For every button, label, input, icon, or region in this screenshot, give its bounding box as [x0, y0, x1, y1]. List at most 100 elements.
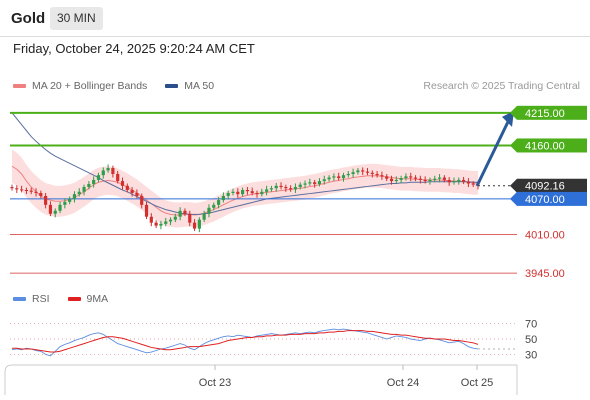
- candle-body: [332, 176, 336, 178]
- legend-swatch-9ma: [67, 297, 81, 301]
- candle-body: [159, 223, 163, 226]
- level-label-4070.00: 4070.00: [525, 194, 565, 206]
- candle-body: [255, 192, 259, 195]
- price-legend: MA 20 + Bollinger Bands MA 50: [13, 80, 232, 92]
- candle-body: [130, 190, 134, 193]
- candle-body: [125, 185, 129, 190]
- rsi-axis-label-30: 30: [525, 349, 537, 361]
- candle-body: [188, 213, 192, 223]
- candle-body: [202, 213, 206, 220]
- candle-body: [87, 184, 91, 188]
- candle-body: [101, 170, 105, 176]
- legend-label-9ma: 9MA: [86, 293, 109, 305]
- candle-body: [461, 179, 466, 182]
- candle-body: [284, 187, 288, 189]
- level-badge-pointer: [510, 105, 517, 120]
- candle-body: [466, 181, 470, 184]
- candle-body: [274, 185, 278, 189]
- candle-body: [216, 200, 221, 205]
- candle-body: [111, 168, 115, 174]
- candle-body: [82, 187, 86, 192]
- candle-body: [433, 178, 437, 180]
- candle-body: [192, 222, 197, 229]
- level-badge-4215.00: [517, 105, 587, 120]
- candle-body: [77, 191, 81, 195]
- legend-label-ma50: MA 50: [184, 80, 215, 92]
- candle-body: [20, 189, 24, 191]
- candle-body: [452, 181, 456, 183]
- rsi-legend: RSI 9MA: [13, 293, 126, 305]
- rsi-axis-label-70: 70: [525, 319, 537, 331]
- candle-body: [44, 195, 48, 205]
- level-label-3945.00: 3945.00: [525, 268, 565, 280]
- candle-body: [346, 173, 350, 176]
- candle-body: [168, 219, 173, 222]
- rsi-line: [11, 328, 479, 357]
- level-label-4160.00: 4160.00: [525, 140, 565, 152]
- candle-body: [423, 179, 427, 182]
- level-label-4215.00: 4215.00: [525, 108, 565, 120]
- candle-body: [361, 170, 365, 172]
- candle-body: [250, 191, 254, 193]
- candle-body: [313, 182, 317, 185]
- candle-body: [245, 190, 250, 192]
- candle-body: [240, 190, 245, 195]
- candle-body: [418, 178, 422, 180]
- timeframe-selector[interactable]: 30 MIN: [50, 7, 103, 30]
- candle-body: [183, 210, 187, 214]
- candle-body: [356, 170, 360, 173]
- candle-body: [404, 176, 408, 179]
- candle-body: [413, 177, 418, 179]
- candle-body: [437, 177, 442, 179]
- candle-body: [120, 181, 125, 186]
- candle-body: [375, 173, 379, 176]
- forecast-arrow-head: [502, 110, 514, 127]
- candle-body: [197, 219, 201, 229]
- level-badge-pointer: [510, 191, 517, 206]
- ma50-line: [11, 112, 478, 215]
- level-badge-4092.16: [517, 178, 587, 193]
- candle-body: [308, 182, 312, 184]
- candle-body: [457, 179, 461, 182]
- level-badge-pointer: [510, 178, 517, 193]
- candle-body: [92, 179, 96, 185]
- copyright-credit: Research © 2025 Trading Central: [423, 80, 580, 92]
- instrument-symbol: Gold: [11, 10, 46, 27]
- legend-label-rsi: RSI: [32, 293, 50, 305]
- candle-body: [135, 192, 139, 196]
- candle-body: [24, 190, 29, 191]
- x-axis-label-oct-24: Oct 24: [387, 377, 419, 389]
- candle-body: [317, 181, 322, 185]
- legend-item-ma20: MA 20 + Bollinger Bands: [13, 80, 147, 92]
- candle-body: [265, 189, 269, 192]
- level-badge-4160.00: [517, 138, 587, 153]
- legend-swatch-rsi: [13, 297, 26, 301]
- candle-body: [164, 221, 168, 224]
- candle-body: [48, 204, 53, 214]
- rsi-axis-label-50: 50: [525, 334, 537, 346]
- candle-body: [72, 194, 77, 199]
- candle-body: [144, 204, 149, 217]
- candle-body: [212, 204, 216, 208]
- legend-swatch-ma50: [165, 84, 179, 88]
- candle-body: [29, 190, 33, 192]
- candle-body: [389, 178, 394, 182]
- x-axis-line: [4, 364, 517, 395]
- level-badge-pointer: [510, 138, 517, 153]
- candle-body: [68, 198, 72, 202]
- chart-header: Gold 30 MIN: [0, 0, 590, 37]
- legend-label-ma20: MA 20 + Bollinger Bands: [32, 80, 148, 92]
- candle-body: [140, 195, 144, 205]
- candle-body: [409, 176, 413, 178]
- candle-body: [370, 172, 374, 174]
- candle-body: [380, 175, 384, 177]
- candle-body: [289, 188, 293, 190]
- candle-body: [351, 172, 355, 174]
- level-label-4010.00: 4010.00: [525, 230, 565, 242]
- candle-body: [173, 216, 177, 220]
- candle-body: [471, 183, 475, 185]
- candle-body: [236, 191, 240, 195]
- forecast-arrow-shaft: [475, 121, 510, 187]
- candle-body: [15, 188, 19, 190]
